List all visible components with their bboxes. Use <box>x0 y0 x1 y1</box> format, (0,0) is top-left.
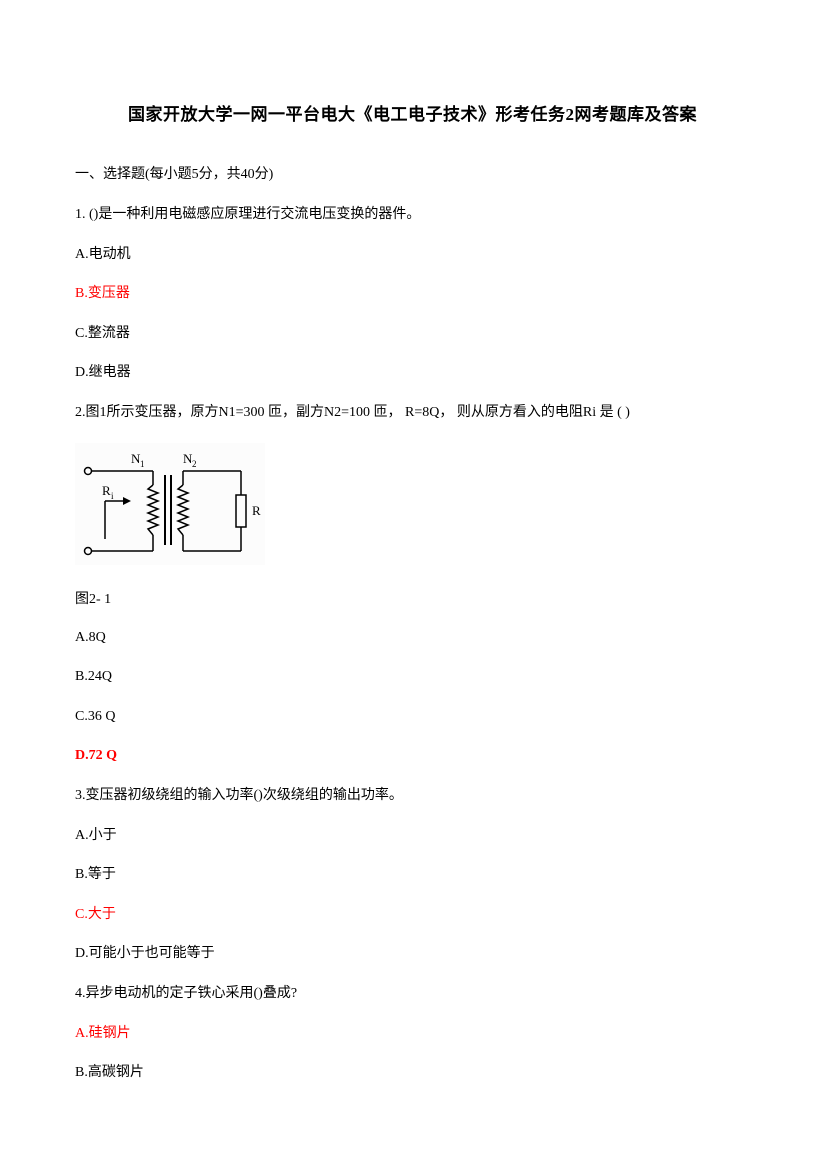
q1-option-d: D.继电器 <box>75 363 750 383</box>
q3-option-a: A.小于 <box>75 826 750 846</box>
q2-option-a: A.8Q <box>75 628 750 648</box>
q4-option-a-answer: A.硅钢片 <box>75 1024 750 1044</box>
svg-text:1: 1 <box>140 459 145 469</box>
q4-option-b: B.高碳钢片 <box>75 1063 750 1083</box>
figure-caption: 图2- 1 <box>75 588 750 608</box>
q1-option-b-answer: B.变压器 <box>75 284 750 304</box>
q2-option-d-answer: D.72 Q <box>75 746 750 766</box>
q1-option-a: A.电动机 <box>75 245 750 265</box>
question-1: 1. ()是一种利用电磁感应原理进行交流电压变换的器件。 <box>75 205 750 225</box>
question-3: 3.变压器初级绕组的输入功率()次级绕组的输出功率。 <box>75 786 750 806</box>
q2-option-b: B.24Q <box>75 667 750 687</box>
question-2: 2.图1所示变压器，原方N1=300 匝，副方N2=100 匝， R=8Q， 则… <box>75 403 750 423</box>
question-4: 4.异步电动机的定子铁心采用()叠成? <box>75 984 750 1004</box>
q3-option-b: B.等于 <box>75 865 750 885</box>
circuit-svg: N 1 N 2 R i R <box>75 443 265 565</box>
document-title: 国家开放大学一网一平台电大《电工电子技术》形考任务2网考题库及答案 <box>75 100 750 125</box>
label-ri: R <box>102 483 111 498</box>
q3-option-d: D.可能小于也可能等于 <box>75 944 750 964</box>
q3-option-c-answer: C.大于 <box>75 905 750 925</box>
q1-option-c: C.整流器 <box>75 324 750 344</box>
label-r: R <box>252 503 261 518</box>
svg-text:2: 2 <box>192 459 197 469</box>
section-header: 一、选择题(每小题5分，共40分) <box>75 163 750 183</box>
q2-option-c: C.36 Q <box>75 707 750 727</box>
transformer-diagram: N 1 N 2 R i R <box>75 443 750 570</box>
